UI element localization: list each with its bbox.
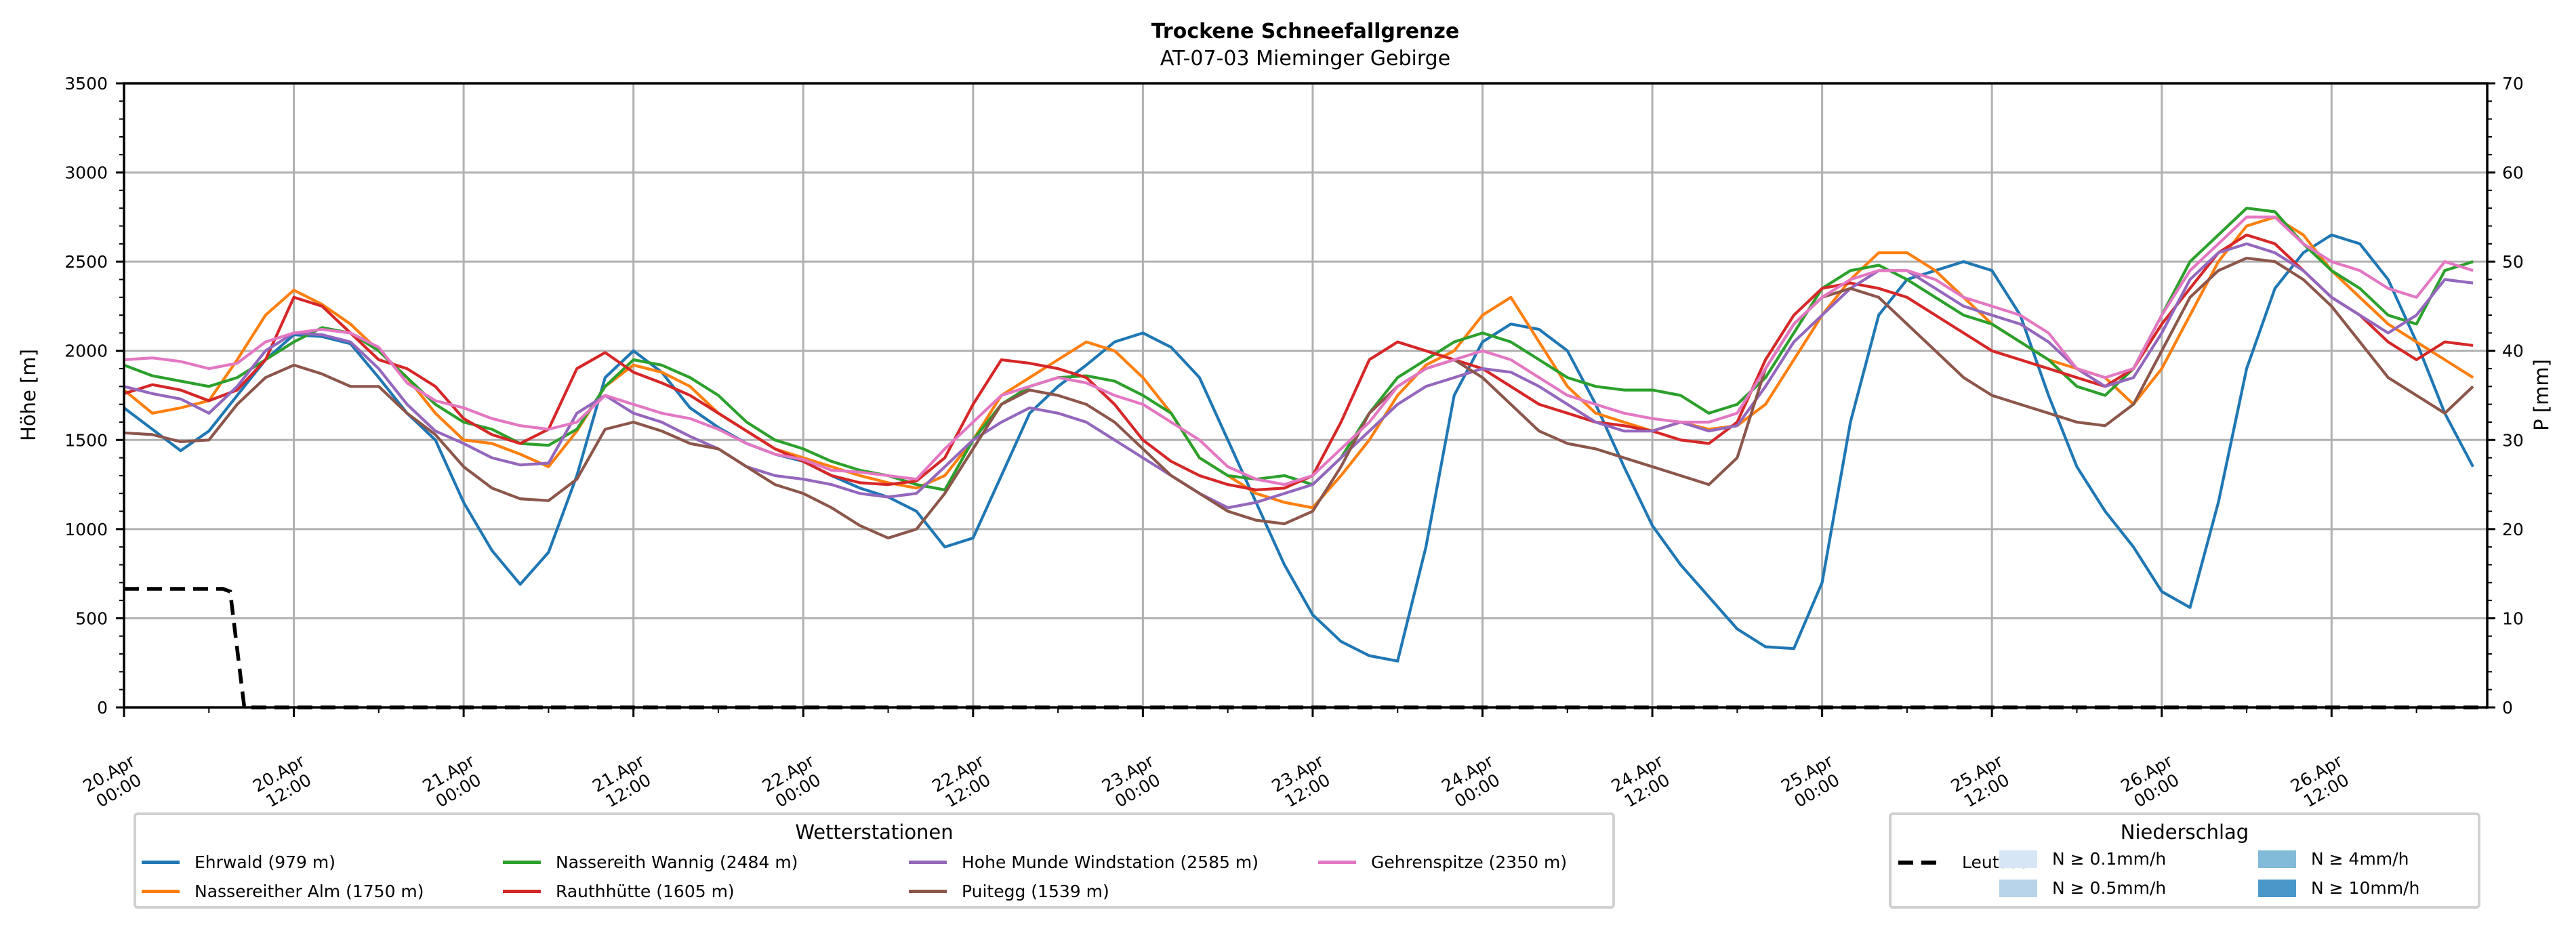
x-tick-label: 26.Apr12:00	[2287, 751, 2356, 806]
x-tick-label: 24.Apr00:00	[1438, 751, 1507, 806]
legend-label: N ≥ 0.1mm/h	[2052, 849, 2167, 869]
legend-swatch	[503, 890, 541, 893]
x-tick-label: 20.Apr12:00	[249, 751, 319, 806]
series-layer	[123, 207, 2487, 709]
legend-label: Nassereith Wannig (2484 m)	[556, 852, 798, 872]
x-tick-label: 23.Apr00:00	[1099, 751, 1168, 806]
legend-item: Puitegg (1539 m)	[909, 882, 1109, 901]
plot-frame	[123, 82, 2489, 709]
y2-tick-label: 50	[2502, 252, 2524, 272]
legend-item: Hohe Munde Windstation (2585 m)	[909, 852, 1259, 872]
series-line-5	[123, 256, 2474, 540]
y2-tick-label: 60	[2502, 163, 2524, 183]
y-tick-label: 1000	[64, 520, 108, 539]
x-tick-label: 21.Apr12:00	[589, 751, 658, 806]
legend-label: Rauthhütte (1605 m)	[556, 882, 735, 901]
legend-item: N ≥ 4mm/h	[2258, 849, 2409, 869]
legend-swatch	[2258, 879, 2296, 897]
y-axis-left: 0 500 1000 1500 2000 2500 3000 3500	[64, 74, 124, 718]
y2-tick-label: 30	[2502, 430, 2524, 450]
legend-item: N ≥ 0.1mm/h	[1999, 849, 2166, 869]
legend-swatch	[503, 861, 541, 864]
legend-label: Hohe Munde Windstation (2585 m)	[962, 852, 1259, 872]
y-tick-label: 0	[97, 698, 108, 718]
series-line-6	[123, 215, 2474, 487]
legend-swatch	[2258, 850, 2296, 868]
x-tick-label: 24.Apr12:00	[1608, 751, 1677, 806]
y-tick-label: 500	[75, 608, 108, 628]
legend-swatch	[142, 861, 180, 864]
legend-label: Puitegg (1539 m)	[962, 882, 1109, 901]
series-line-0	[123, 233, 2474, 663]
y2-tick-label: 70	[2502, 74, 2524, 94]
y-tick-label: 3500	[64, 74, 108, 94]
y2-axis-label: P [mm]	[2530, 359, 2553, 431]
legend-label: N ≥ 4mm/h	[2311, 849, 2409, 869]
x-tick-label: 23.Apr12:00	[1268, 751, 1337, 806]
legend-swatch	[909, 861, 947, 864]
legend-label: N ≥ 0.5mm/h	[2052, 878, 2167, 898]
legend-swatch	[909, 890, 947, 893]
legend-precipitation-title: Niederschlag	[2120, 821, 2249, 844]
x-tick-label: 26.Apr00:00	[2117, 751, 2186, 806]
legend-stations: Wetterstationen Ehrwald (979 m) Nasserei…	[134, 812, 1615, 909]
chart-title: Trockene Schneefallgrenze	[1151, 20, 1459, 43]
x-tick-label: 22.Apr12:00	[928, 751, 998, 806]
y-tick-label: 1500	[64, 430, 108, 450]
legend-item: Gehrenspitze (2350 m)	[1318, 852, 1567, 872]
legend-label: Ehrwald (979 m)	[195, 852, 335, 872]
legend-label: Nassereither Alm (1750 m)	[195, 882, 424, 901]
legend-item: Nassereither Alm (1750 m)	[142, 882, 424, 901]
y-axis-right: 0 10 20 30 40 50 60 70	[2487, 74, 2524, 718]
chart-subtitle: AT-07-03 Mieminger Gebirge	[1160, 47, 1450, 70]
y2-tick-label: 10	[2502, 608, 2524, 628]
x-tick-label: 20.Apr00:00	[80, 751, 149, 806]
x-tick-label: 21.Apr00:00	[420, 751, 489, 806]
y-tick-label: 2000	[64, 342, 108, 361]
x-tick-label: 22.Apr00:00	[759, 751, 828, 806]
series-leutasch-dashed	[124, 587, 2487, 709]
y2-tick-label: 0	[2502, 698, 2513, 718]
y-tick-label: 2500	[64, 252, 108, 272]
legend-label: N ≥ 10mm/h	[2311, 878, 2420, 898]
legend-stations-title: Wetterstationen	[795, 821, 954, 844]
legend-swatch	[1999, 850, 2037, 868]
x-axis: 20.Apr00:00 20.Apr12:00 21.Apr00:00 21.Apr1…	[80, 707, 2417, 806]
y2-tick-label: 20	[2502, 520, 2524, 539]
x-tick-label: 25.Apr00:00	[1778, 751, 1847, 806]
legend-swatch	[1999, 879, 2037, 897]
legend-item: Ehrwald (979 m)	[142, 852, 335, 872]
legend-item: N ≥ 0.5mm/h	[1999, 878, 2166, 898]
series-line-2	[123, 207, 2474, 492]
legend-swatch	[1318, 861, 1356, 864]
y2-tick-label: 40	[2502, 342, 2524, 361]
dashed-line-swatch	[1898, 860, 1936, 865]
series-line-3	[123, 233, 2474, 492]
legend-item: Nassereith Wannig (2484 m)	[503, 852, 798, 872]
legend-item: N ≥ 10mm/h	[2258, 878, 2419, 898]
chart: Trockene Schneefallgrenze AT-07-03 Miemi…	[17, 20, 2553, 806]
y-axis-label: Höhe [m]	[17, 349, 40, 441]
x-tick-label: 25.Apr12:00	[1948, 751, 2017, 806]
legend-precipitation: Niederschlag Leutasch N ≥ 0.1mm/h N ≥ 0.…	[1889, 812, 2480, 909]
legend-item: Rauthhütte (1605 m)	[503, 882, 735, 901]
legend-swatch	[142, 890, 180, 893]
y-tick-label: 3000	[64, 163, 108, 183]
legend-label: Gehrenspitze (2350 m)	[1371, 852, 1568, 872]
grid	[123, 82, 2487, 709]
